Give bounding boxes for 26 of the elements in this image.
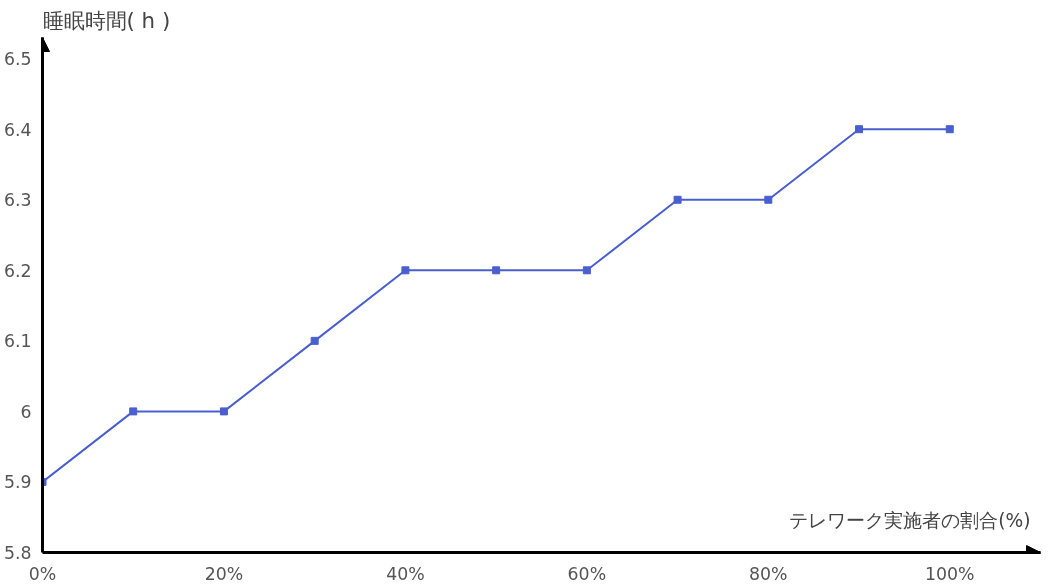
point — [492, 266, 501, 275]
y-tick-label: 6.5 — [3, 49, 32, 70]
point — [764, 195, 773, 204]
x-tick-label: 60% — [567, 563, 607, 584]
x-tick-label: 80% — [749, 563, 788, 584]
x-tick-label: 40% — [386, 563, 425, 584]
point — [219, 407, 228, 416]
y-tick-label: 6.4 — [3, 119, 32, 140]
x-axis-title: テレワーク実施者の割合(%) — [789, 509, 1031, 531]
x-tick-label: 100% — [925, 563, 975, 584]
y-tick-label: 6.2 — [3, 260, 32, 281]
point — [855, 125, 864, 134]
point — [129, 407, 138, 416]
point — [310, 336, 319, 345]
y-tick-label: 5.8 — [3, 543, 32, 563]
y-axis-title: 睡眠時間( h ) — [42, 7, 171, 33]
point — [945, 125, 954, 134]
y-tick-label: 5.9 — [3, 472, 32, 493]
y-tick-label: 6 — [20, 401, 32, 422]
point — [673, 195, 682, 204]
x-tick-label: 20% — [204, 563, 244, 584]
y-tick-label: 6.3 — [3, 190, 32, 211]
point — [582, 266, 591, 275]
y-tick-label: 6.1 — [3, 331, 32, 352]
point — [401, 266, 410, 275]
x-tick-label: 0% — [28, 563, 57, 584]
